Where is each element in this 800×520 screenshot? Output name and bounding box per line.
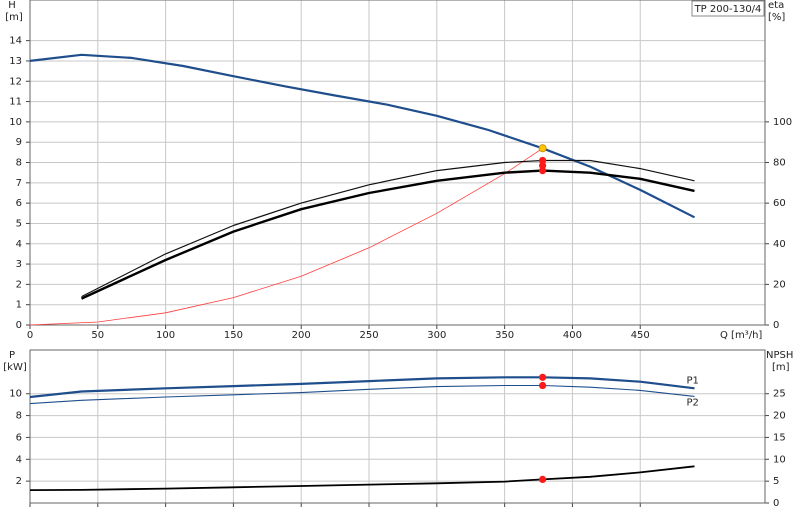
chart-title: TP 200-130/4 xyxy=(694,4,762,15)
y-tick-label: 2 xyxy=(16,476,22,487)
curve xyxy=(81,159,695,298)
plot-frame xyxy=(29,349,766,504)
x-tick-label: 250 xyxy=(359,330,378,341)
y2-tick-label: 20 xyxy=(773,411,786,422)
y-tick-label: 10 xyxy=(9,117,22,128)
x-tick-label: 350 xyxy=(495,330,514,341)
y2-tick-label: 100 xyxy=(773,117,792,128)
x-tick-label: 200 xyxy=(292,330,311,341)
curve xyxy=(29,53,695,219)
y-tick-label: 1 xyxy=(16,300,22,311)
y2-axis-unit: [m] xyxy=(772,362,790,373)
y-tick-label: 14 xyxy=(9,36,22,47)
y2-tick-label: 0 xyxy=(773,320,779,331)
operating-point xyxy=(539,475,547,483)
y-axis-unit: [kW] xyxy=(3,362,27,373)
series-label: P1 xyxy=(686,375,698,386)
x-tick-label: 100 xyxy=(156,330,175,341)
x-tick-label: 50 xyxy=(91,330,104,341)
y-tick-label: 11 xyxy=(9,97,22,108)
y-axis-label: H xyxy=(8,0,16,11)
y-tick-label: 2 xyxy=(16,279,22,290)
y2-tick-label: 5 xyxy=(773,476,779,487)
y-tick-label: 6 xyxy=(16,432,22,443)
y-tick-label: 8 xyxy=(16,158,22,169)
x-tick-label: 300 xyxy=(427,330,446,341)
curve xyxy=(29,384,695,405)
y-tick-label: 13 xyxy=(9,56,22,67)
x-tick-label: 400 xyxy=(563,330,582,341)
y2-axis-label: NPSH xyxy=(766,350,793,361)
operating-point xyxy=(539,167,547,175)
y-tick-label: 6 xyxy=(16,198,22,209)
y-tick-label: 5 xyxy=(16,218,22,229)
y2-axis-unit: [%] xyxy=(768,12,785,23)
y2-tick-label: 25 xyxy=(773,389,786,400)
y2-tick-label: 40 xyxy=(773,239,786,250)
operating-point xyxy=(539,161,547,170)
curve xyxy=(29,465,695,491)
y2-tick-label: 60 xyxy=(773,198,786,209)
y-tick-label: 4 xyxy=(16,239,22,250)
y-tick-label: 12 xyxy=(9,76,22,87)
curve xyxy=(29,376,695,399)
y-axis-unit: [m] xyxy=(5,12,23,23)
y-tick-label: 4 xyxy=(16,454,22,465)
series-label: P2 xyxy=(686,397,698,408)
x-tick-label: 450 xyxy=(631,330,650,341)
y-tick-label: 8 xyxy=(16,411,22,422)
y2-tick-label: 10 xyxy=(773,454,786,465)
y2-tick-label: 20 xyxy=(773,279,786,290)
y-tick-label: 3 xyxy=(16,259,22,270)
y-tick-label: 7 xyxy=(16,178,22,189)
y2-tick-label: 0 xyxy=(773,498,779,509)
operating-point xyxy=(539,156,547,165)
operating-point xyxy=(538,144,547,153)
y-tick-label: 0 xyxy=(16,320,22,331)
y-tick-label: 10 xyxy=(9,389,22,400)
plot-frame xyxy=(29,0,766,326)
y2-tick-label: 15 xyxy=(773,432,786,443)
title-box xyxy=(691,0,765,17)
y-axis-label: P xyxy=(9,350,15,361)
operating-point xyxy=(539,381,547,390)
y2-axis-label: eta xyxy=(768,0,784,11)
x-tick-label: 150 xyxy=(224,330,243,341)
curve xyxy=(29,147,543,326)
y-tick-label: 9 xyxy=(16,137,22,148)
y2-tick-label: 80 xyxy=(773,158,786,169)
curve xyxy=(80,169,695,300)
operating-point xyxy=(539,373,547,381)
x-tick-label: 0 xyxy=(27,330,33,341)
x-axis-label: Q [m³/h] xyxy=(720,330,762,341)
